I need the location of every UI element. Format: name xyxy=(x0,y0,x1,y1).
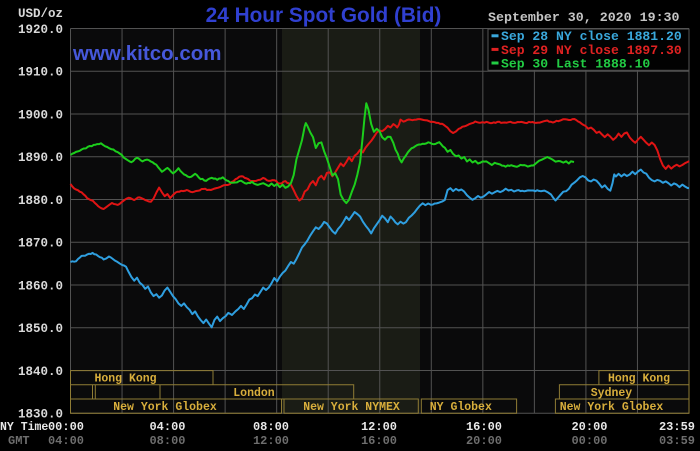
svg-text:NY Globex: NY Globex xyxy=(430,401,492,414)
svg-text:00:00: 00:00 xyxy=(48,420,84,434)
svg-text:23:59: 23:59 xyxy=(659,420,695,434)
svg-text:Sep 29 NY close 1897.30: Sep 29 NY close 1897.30 xyxy=(501,43,682,58)
svg-text:1870.0: 1870.0 xyxy=(18,237,63,251)
svg-text:16:00: 16:00 xyxy=(466,420,502,434)
svg-text:16:00: 16:00 xyxy=(361,434,397,448)
svg-text:September 30, 2020 19:30: September 30, 2020 19:30 xyxy=(488,10,680,25)
svg-text:New York Globex: New York Globex xyxy=(560,401,664,414)
svg-text:24 Hour Spot Gold (Bid): 24 Hour Spot Gold (Bid) xyxy=(206,4,442,27)
svg-text:12:00: 12:00 xyxy=(361,420,397,434)
svg-text:1880.0: 1880.0 xyxy=(18,194,63,208)
svg-text:1900.0: 1900.0 xyxy=(18,108,63,122)
svg-text:12:00: 12:00 xyxy=(253,434,289,448)
svg-text:New York NYMEX: New York NYMEX xyxy=(303,401,400,414)
svg-text:03:59: 03:59 xyxy=(659,434,695,448)
svg-text:04:00: 04:00 xyxy=(48,434,84,448)
svg-text:08:00: 08:00 xyxy=(149,434,185,448)
svg-text:Sep 28 NY close 1881.20: Sep 28 NY close 1881.20 xyxy=(501,29,682,44)
svg-text:Sydney: Sydney xyxy=(591,387,633,400)
svg-text:00:00: 00:00 xyxy=(571,434,607,448)
svg-text:20:00: 20:00 xyxy=(466,434,502,448)
svg-text:London: London xyxy=(233,387,275,400)
svg-text:1890.0: 1890.0 xyxy=(18,151,63,165)
svg-text:20:00: 20:00 xyxy=(571,420,607,434)
svg-text:1910.0: 1910.0 xyxy=(18,66,63,80)
svg-text:1830.0: 1830.0 xyxy=(18,408,63,422)
svg-text:Hong Kong: Hong Kong xyxy=(608,373,670,386)
svg-text:USD/oz: USD/oz xyxy=(18,7,63,21)
svg-text:1850.0: 1850.0 xyxy=(18,322,63,336)
svg-text:www.kitco.com: www.kitco.com xyxy=(72,42,221,65)
svg-text:1920.0: 1920.0 xyxy=(18,23,63,37)
svg-text:08:00: 08:00 xyxy=(253,420,289,434)
svg-text:04:00: 04:00 xyxy=(149,420,185,434)
svg-text:1860.0: 1860.0 xyxy=(18,279,63,293)
svg-text:New York Globex: New York Globex xyxy=(113,401,217,414)
svg-text:Hong Kong: Hong Kong xyxy=(94,373,156,386)
svg-text:NY Time: NY Time xyxy=(0,421,48,434)
svg-text:GMT: GMT xyxy=(8,434,30,448)
svg-text:1840.0: 1840.0 xyxy=(18,365,63,379)
svg-text:Sep 30 Last 1888.10: Sep 30 Last 1888.10 xyxy=(501,56,650,71)
